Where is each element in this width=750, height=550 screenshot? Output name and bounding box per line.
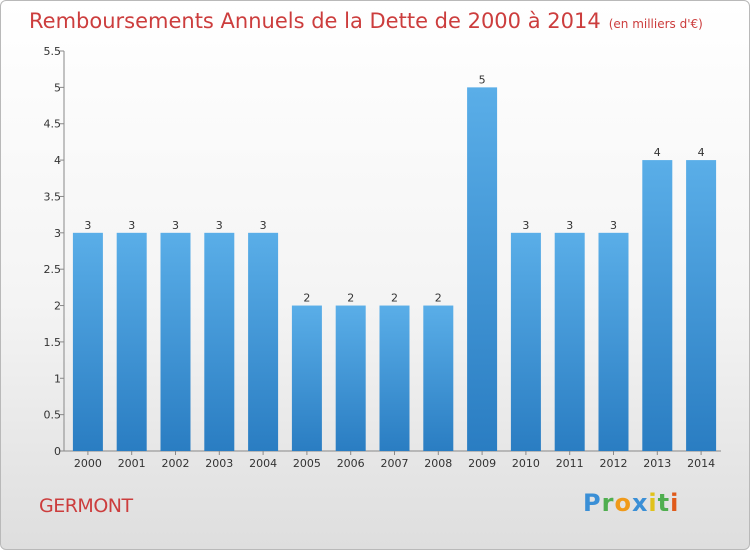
bar-value-label: 2 bbox=[347, 292, 354, 305]
bar bbox=[72, 232, 103, 451]
bar bbox=[116, 232, 147, 451]
x-tick-label: 2011 bbox=[556, 457, 584, 470]
proxiti-logo: Proxiti bbox=[583, 489, 680, 517]
x-tick-label: 2008 bbox=[424, 457, 452, 470]
x-tick-label: 2005 bbox=[293, 457, 321, 470]
y-tick-label: 1 bbox=[54, 372, 61, 385]
y-tick-label: 1.5 bbox=[44, 336, 62, 349]
bar bbox=[335, 305, 366, 451]
x-tick-label: 2000 bbox=[74, 457, 102, 470]
bar bbox=[554, 232, 585, 451]
x-tick-label: 2010 bbox=[512, 457, 540, 470]
bar-value-label: 3 bbox=[84, 219, 91, 232]
y-tick-label: 4 bbox=[54, 154, 61, 167]
bar-value-label: 3 bbox=[260, 219, 267, 232]
x-tick-label: 2014 bbox=[687, 457, 715, 470]
y-tick-label: 2.5 bbox=[44, 263, 62, 276]
y-tick-label: 4.5 bbox=[44, 118, 62, 131]
y-tick-label: 3.5 bbox=[44, 190, 62, 203]
bar bbox=[379, 305, 410, 451]
bar bbox=[248, 232, 279, 451]
bar-value-label: 4 bbox=[698, 146, 705, 159]
y-tick-label: 0 bbox=[54, 445, 61, 458]
y-axis: 0 0.5 1 1.5 2 2.5 3 3.5 4 4.5 5 5.5 bbox=[44, 45, 65, 458]
bar bbox=[291, 305, 322, 451]
x-tick-label: 2003 bbox=[205, 457, 233, 470]
chart-unit: (en milliers d'€) bbox=[608, 17, 703, 31]
bar-value-label: 4 bbox=[654, 146, 661, 159]
bar-value-label: 3 bbox=[216, 219, 223, 232]
x-tick-label: 2006 bbox=[337, 457, 365, 470]
bar-value-label: 3 bbox=[610, 219, 617, 232]
bar bbox=[423, 305, 454, 451]
y-tick-label: 5 bbox=[54, 81, 61, 94]
bar bbox=[642, 160, 673, 451]
y-tick-label: 2 bbox=[54, 300, 61, 313]
x-tick-label: 2007 bbox=[381, 457, 409, 470]
x-axis: 2000 2001 2002 2003 2004 2005 2006 2007 2008 2009… bbox=[64, 450, 721, 470]
y-tick-label: 0.5 bbox=[44, 409, 62, 422]
x-tick-label: 2001 bbox=[118, 457, 146, 470]
x-tick-label: 2009 bbox=[468, 457, 496, 470]
bar bbox=[204, 232, 235, 451]
bar bbox=[598, 232, 629, 451]
bar bbox=[510, 232, 541, 451]
bar-value-label: 2 bbox=[435, 292, 442, 305]
chart-title-text: Remboursements Annuels de la Dette de 20… bbox=[29, 9, 601, 33]
bar-value-label: 5 bbox=[479, 73, 486, 86]
bar bbox=[160, 232, 191, 451]
bar bbox=[467, 87, 498, 451]
bar-value-label: 2 bbox=[303, 292, 310, 305]
bar bbox=[686, 160, 717, 451]
commune-name: GERMONT bbox=[39, 495, 133, 517]
bar-value-label: 3 bbox=[128, 219, 135, 232]
chart-title: Remboursements Annuels de la Dette de 20… bbox=[29, 9, 703, 33]
bar-value-label: 2 bbox=[391, 292, 398, 305]
x-tick-label: 2013 bbox=[643, 457, 671, 470]
y-tick-label: 3 bbox=[54, 227, 61, 240]
bars: 3 3 3 3 3 2 2 2 2 5 3 3 3 4 4 bbox=[72, 73, 717, 451]
x-tick-label: 2002 bbox=[162, 457, 190, 470]
bar-value-label: 3 bbox=[172, 219, 179, 232]
bar-value-label: 3 bbox=[566, 219, 573, 232]
y-tick-label: 5.5 bbox=[44, 45, 62, 58]
x-tick-label: 2012 bbox=[600, 457, 628, 470]
bar-value-label: 3 bbox=[522, 219, 529, 232]
x-tick-label: 2004 bbox=[249, 457, 277, 470]
